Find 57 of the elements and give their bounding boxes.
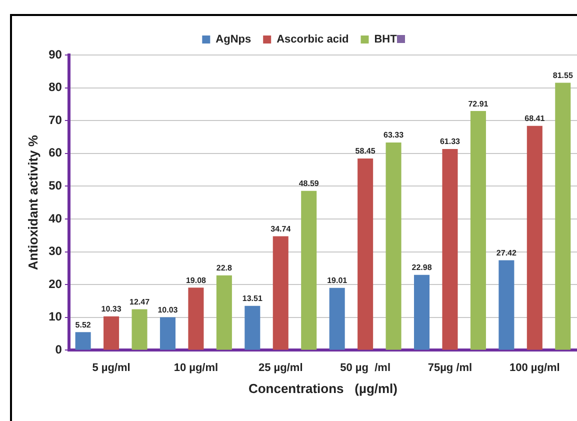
data-label: 10.03 — [158, 306, 178, 315]
y-tick-label: 70 — [48, 112, 62, 127]
bar — [160, 317, 176, 350]
x-tick-label: 5 µg/ml — [92, 362, 130, 374]
data-label: 22.98 — [412, 263, 432, 272]
bar — [526, 126, 542, 350]
data-label: 12.47 — [129, 298, 150, 306]
y-tick-label: 20 — [48, 276, 62, 291]
y-tick-label: 60 — [48, 146, 62, 160]
data-label: 68.41 — [524, 114, 546, 124]
y-tick-label: 10 — [48, 310, 62, 324]
data-label: 22.8 — [216, 264, 233, 273]
x-tick-label: 100 µg/ml — [509, 362, 560, 374]
y-tick-label: 80 — [48, 80, 62, 94]
bar — [470, 111, 486, 350]
data-label: 81.55 — [552, 70, 574, 80]
data-label: 63.33 — [384, 130, 404, 140]
data-label: 19.08 — [186, 276, 207, 285]
bar — [244, 306, 260, 350]
bar — [329, 288, 345, 350]
y-tick-label: 90 — [48, 47, 62, 62]
bar — [188, 288, 204, 350]
bar — [272, 236, 288, 350]
y-axis-title: Antioxidant activity % — [25, 134, 40, 270]
legend-label: AgNps — [216, 34, 252, 46]
y-tick-label: 30 — [48, 244, 62, 258]
bar — [442, 149, 458, 350]
data-label: 58.45 — [355, 146, 376, 156]
bar — [75, 332, 91, 350]
bar — [358, 158, 374, 350]
y-tick-label: 50 — [48, 178, 62, 193]
x-tick-label: 25 µg/ml — [258, 362, 303, 374]
x-axis-title: Concentrations (µg/ml) — [248, 380, 398, 396]
data-label: 61.33 — [440, 137, 461, 146]
data-label: 72.91 — [468, 99, 489, 108]
y-tick-label: 0 — [55, 342, 62, 357]
bar — [386, 142, 402, 350]
x-tick-label: 10 µg/ml — [174, 362, 218, 374]
x-tick-label: 75µg /ml — [428, 362, 472, 374]
data-label: 19.01 — [327, 276, 348, 286]
bar — [301, 190, 317, 350]
bar — [414, 274, 430, 350]
bar — [104, 316, 120, 350]
bar — [555, 82, 571, 350]
legend-label: Ascorbic acid — [276, 34, 349, 46]
data-label: 13.51 — [242, 294, 263, 304]
bar — [498, 260, 514, 350]
data-label: 10.33 — [101, 304, 122, 314]
data-label: 48.59 — [298, 179, 320, 188]
data-label: 34.74 — [270, 224, 292, 234]
y-tick-label: 40 — [48, 211, 62, 226]
data-label: 5.52 — [75, 320, 92, 330]
x-tick-label: 50 µg /ml — [340, 362, 390, 374]
legend-label: BHT — [374, 34, 398, 46]
data-label: 27.42 — [496, 248, 517, 258]
bar — [216, 275, 232, 350]
bar — [132, 309, 148, 350]
